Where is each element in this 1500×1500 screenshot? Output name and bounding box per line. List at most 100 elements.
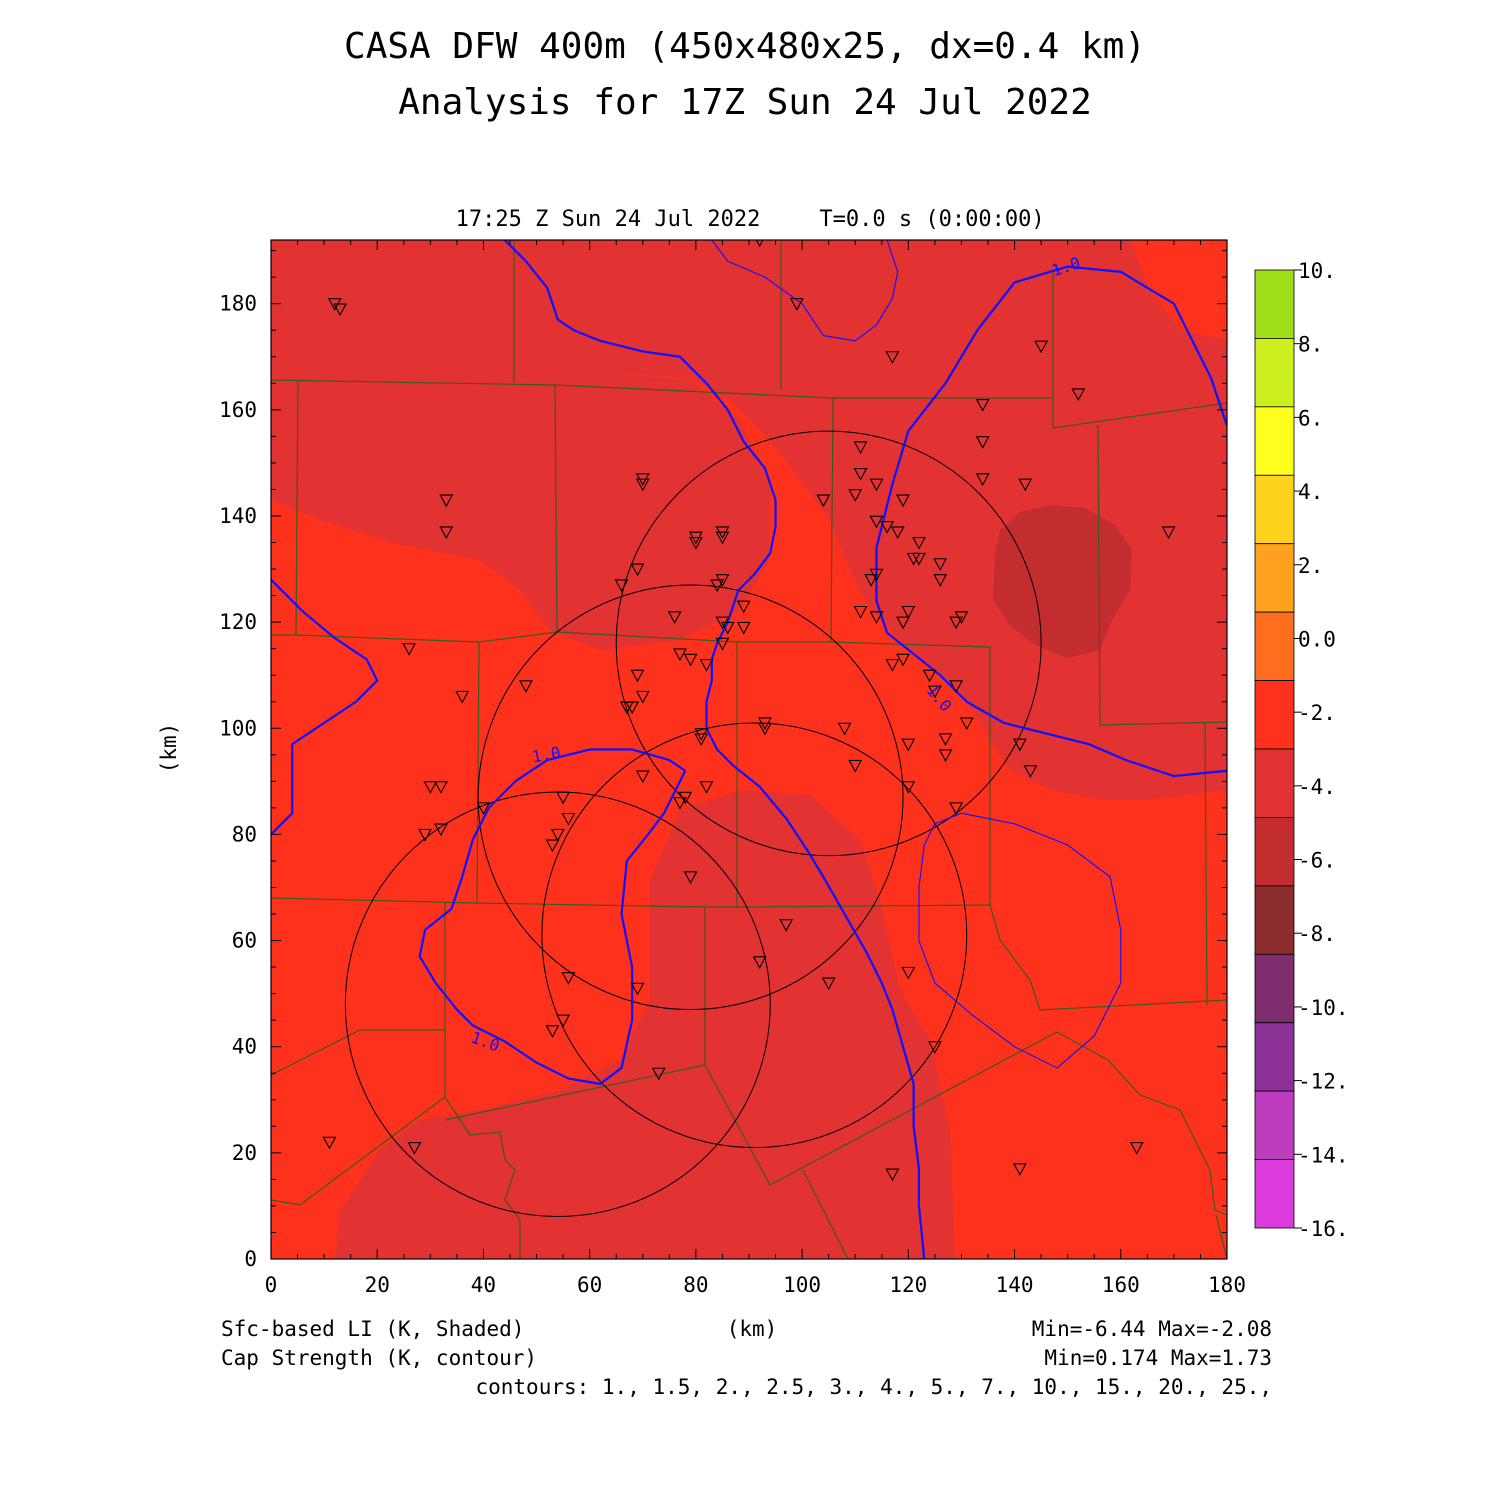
y-tick-label: 180 — [219, 292, 257, 316]
station-marker — [933, 574, 948, 587]
station-marker — [933, 558, 948, 571]
simulation-time-label: T=0.0 s (0:00:00) — [819, 207, 1044, 232]
li-region-south — [335, 790, 955, 1259]
station-marker — [885, 351, 900, 364]
station-marker — [959, 717, 974, 731]
station-marker — [434, 823, 448, 837]
station-marker — [869, 611, 884, 624]
station-marker — [651, 1067, 666, 1081]
station-marker — [912, 536, 926, 550]
colorbar-swatch — [1254, 338, 1295, 408]
colorbar-label: 4. — [1298, 480, 1323, 504]
colorbar: 10. 8. 6. 4. 2. 0.0 -2. -4. -6. -8. -10. -12. -14. -1… — [1254, 259, 1349, 1241]
station-marker — [736, 621, 751, 635]
station-marker — [625, 701, 640, 715]
station-marker — [407, 1141, 422, 1155]
station-marker — [938, 749, 953, 762]
station-marker — [890, 526, 905, 540]
colorbar-label: -16. — [1298, 1217, 1349, 1241]
colorbar-swatch — [1254, 885, 1295, 955]
colorbar-swatch — [1254, 1159, 1295, 1229]
plot-area — [271, 240, 1227, 1259]
x-tick-label: 120 — [889, 1273, 927, 1297]
station-marker — [434, 781, 448, 794]
station-marker — [927, 1041, 942, 1054]
station-marker — [752, 956, 767, 969]
station-marker — [556, 791, 571, 805]
station-marker — [455, 690, 470, 704]
station-marker — [715, 526, 730, 540]
y-tick-label: 100 — [219, 716, 257, 740]
colorbar-label: -6. — [1298, 849, 1336, 873]
colorbar-swatch — [1254, 748, 1295, 818]
radar-ring — [541, 722, 968, 1149]
station-marker — [949, 680, 964, 693]
station-marker — [837, 722, 852, 736]
station-marker — [975, 436, 990, 449]
station-marker — [938, 733, 953, 747]
station-marker — [402, 643, 417, 656]
station-marker — [550, 828, 565, 842]
y-tick-label: 0 — [244, 1247, 257, 1271]
contour-line-1-5 — [711, 240, 899, 342]
station-marker — [545, 1025, 560, 1038]
shaded-field-range: Min=-6.44 Max=-2.08 — [1032, 1317, 1272, 1341]
station-marker — [699, 781, 714, 794]
contour-label: 1.0 — [530, 743, 562, 767]
station-marker — [699, 659, 714, 672]
colorbar-label: -8. — [1298, 922, 1336, 946]
li-shaded-regions — [271, 240, 1227, 1259]
li-region-minimum — [993, 505, 1132, 658]
station-marker — [715, 616, 730, 630]
county-boundaries — [271, 240, 1227, 1259]
county-line — [830, 397, 991, 905]
station-marker — [678, 791, 693, 805]
contour-line-1-5 — [918, 812, 1122, 1069]
station-marker — [1161, 526, 1176, 540]
colorbar-label: 0.0 — [1298, 627, 1336, 651]
station-marker — [975, 473, 990, 486]
station-marker — [821, 977, 836, 991]
county-line — [1204, 721, 1208, 1006]
x-tick-label: 180 — [1208, 1273, 1246, 1297]
station-marker — [418, 828, 432, 842]
y-tick-label: 20 — [232, 1141, 257, 1165]
li-region-upper-left — [271, 240, 770, 650]
station-marker — [333, 303, 347, 317]
county-line — [444, 1096, 521, 1259]
colorbar-label: 6. — [1298, 406, 1323, 430]
colorbar-label: -10. — [1298, 996, 1349, 1020]
colorbar-label: 10. — [1298, 259, 1336, 283]
radar-ring — [615, 430, 1042, 857]
y-axis-label: (km) — [157, 723, 181, 774]
station-marker — [556, 1014, 571, 1028]
station-marker — [949, 802, 964, 816]
station-marker — [720, 621, 735, 635]
station-marker — [901, 605, 916, 619]
station-marker — [864, 574, 879, 587]
station-marker — [1012, 738, 1027, 752]
station-marker — [853, 605, 868, 619]
y-axis: 0 20 40 60 80 100 120 140 160 180 — [219, 250, 1227, 1271]
colorbar-swatch — [1254, 680, 1295, 750]
station-marker — [853, 441, 868, 455]
station-marker — [901, 966, 916, 980]
valid-time-label: 17:25 Z Sun 24 Jul 2022 — [456, 207, 761, 232]
station-marker — [710, 579, 725, 593]
station-marker — [683, 871, 698, 885]
county-line — [1056, 1031, 1227, 1216]
station-marker — [561, 972, 576, 985]
x-tick-label: 60 — [577, 1273, 602, 1297]
colorbar-swatch — [1254, 817, 1295, 887]
colorbar-label: -2. — [1298, 701, 1336, 725]
colorbar-label: 8. — [1298, 333, 1323, 357]
x-tick-label: 160 — [1102, 1273, 1140, 1297]
colorbar-swatch — [1254, 269, 1295, 339]
station-marker — [912, 552, 926, 566]
x-tick-label: 40 — [471, 1273, 496, 1297]
colorbar-label: -4. — [1298, 775, 1336, 799]
x-tick-label: 100 — [783, 1273, 821, 1297]
station-marker — [694, 733, 709, 747]
station-marker — [922, 669, 937, 683]
colorbar-swatch — [1254, 474, 1295, 545]
